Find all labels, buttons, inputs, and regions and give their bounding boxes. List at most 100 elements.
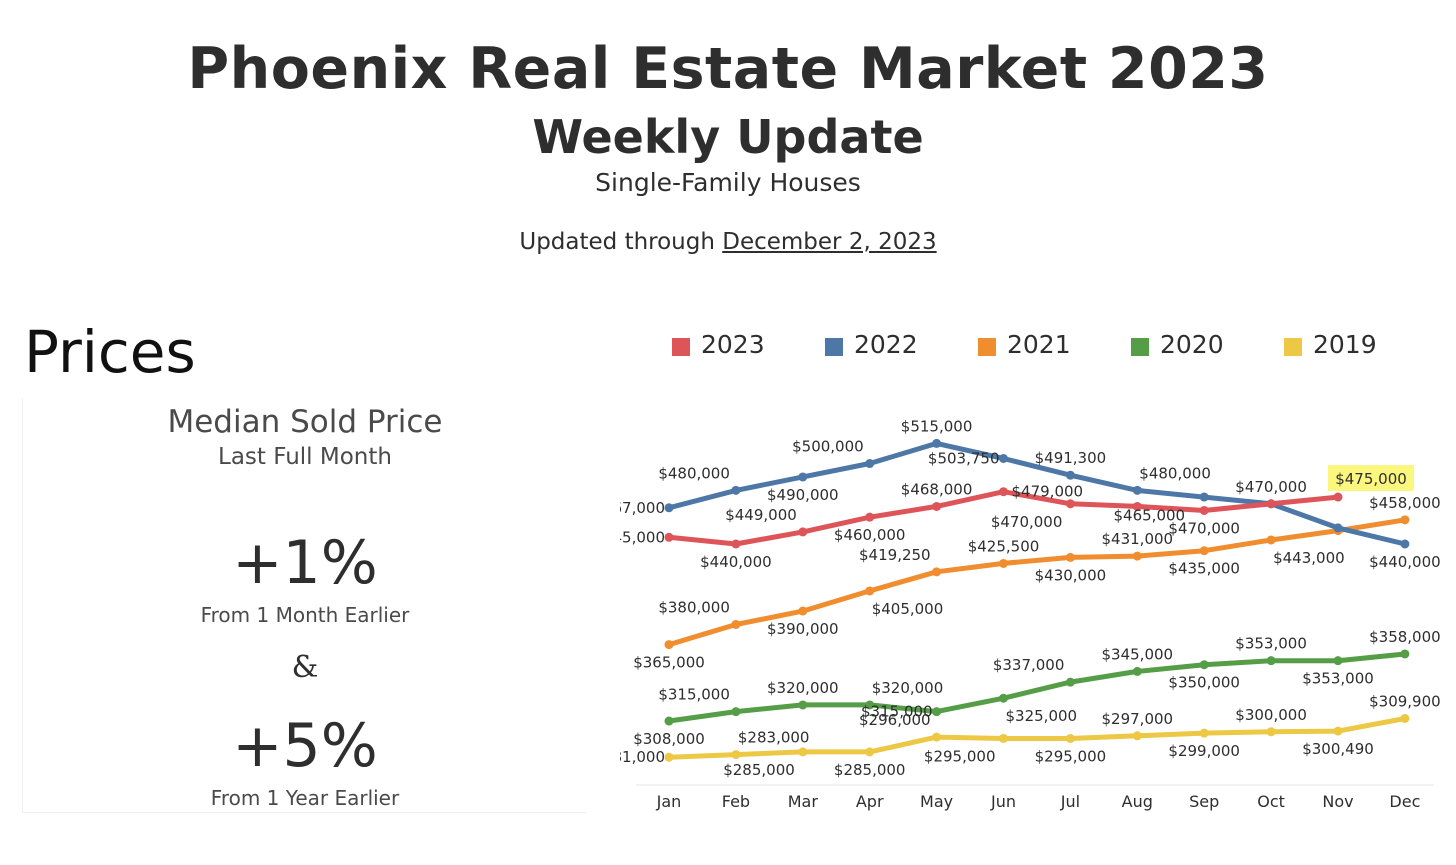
data-label-2023-jun: $479,000: [1012, 483, 1084, 501]
data-label-2022-feb: $480,000: [658, 464, 730, 482]
updated-date-link[interactable]: December 2, 2023: [722, 229, 937, 255]
point-2021-jul: [1065, 552, 1075, 562]
x-tick-label-jul: Jul: [1060, 792, 1080, 811]
point-2023-may: [932, 501, 942, 511]
point-2023-apr: [865, 512, 875, 522]
point-2023-aug: [1132, 501, 1142, 511]
x-tick-label-dec: Dec: [1389, 792, 1420, 811]
x-tick-label-oct: Oct: [1257, 792, 1285, 811]
point-2020-jun: [999, 693, 1008, 703]
data-label-2019-jan: $281,000: [620, 748, 665, 766]
kpi-subtitle: Last Full Month: [218, 444, 392, 470]
x-tick-label-jan: Jan: [656, 792, 682, 811]
point-2020-apr: [865, 700, 875, 710]
data-label-2023-sep: $470,000: [1168, 519, 1240, 537]
point-2021-aug: [1132, 551, 1142, 561]
kpi-title: Median Sold Price: [167, 404, 443, 440]
point-2019-dec: [1400, 713, 1410, 723]
point-2020-aug: [1132, 666, 1142, 676]
point-2022-aug: [1132, 485, 1142, 495]
point-2022-nov: [1333, 523, 1343, 533]
point-2019-aug: [1132, 731, 1142, 741]
point-2022-dec: [1400, 539, 1410, 549]
data-label-2021-jun: $425,500: [968, 537, 1040, 555]
data-label-2021-dec: $458,000: [1369, 494, 1441, 512]
data-label-2019-dec: $309,900: [1369, 692, 1441, 710]
point-2022-may: [932, 438, 942, 448]
data-label-2023-mar: $449,000: [725, 506, 797, 524]
point-2020-jan: [664, 716, 674, 726]
point-2023-mar: [798, 527, 808, 537]
data-label-2021-oct: $443,000: [1273, 549, 1345, 567]
point-2022-jan: [664, 503, 674, 513]
x-tick-label-aug: Aug: [1122, 792, 1153, 811]
data-label-2019-mar: $285,000: [723, 761, 795, 779]
property-type: Single-Family Houses: [595, 168, 861, 197]
page-subtitle: Weekly Update: [532, 110, 924, 164]
data-label-2020-mar: $320,000: [767, 679, 839, 697]
data-label-2023-apr: $460,000: [834, 526, 906, 544]
legend-swatch-2023: [672, 338, 690, 356]
point-2023-jun: [999, 487, 1008, 497]
price-line-chart: Jan Feb Mar Apr May Jun Jul Aug Sep Oct Nov Dec $445…: [620, 417, 1441, 811]
series-line-2019: [666, 716, 1408, 760]
data-label-2020-sep: $350,000: [1168, 674, 1240, 692]
point-2020-may: [932, 707, 942, 717]
data-label-2020-jul: $337,000: [993, 656, 1065, 674]
x-tick-label-mar: Mar: [788, 792, 819, 811]
data-label-2021-jul: $430,000: [1035, 566, 1107, 584]
data-label-2023-aug: $465,000: [1114, 506, 1186, 524]
kpi-panel: Median Sold Price Last Full Month +1% Fr…: [22, 398, 587, 813]
point-2019-jun: [999, 733, 1008, 743]
data-label-2019-jun: $295,000: [924, 747, 996, 765]
data-label-2021-jan: $365,000: [633, 654, 705, 672]
kpi-year-label: From 1 Year Earlier: [210, 786, 400, 810]
point-2023-nov: [1333, 492, 1343, 502]
data-label-2020-apr: $320,000: [872, 679, 944, 697]
point-2020-mar: [798, 700, 808, 710]
data-label-2022-mar: $490,000: [767, 486, 839, 504]
point-2019-nov: [1333, 726, 1343, 736]
data-label-2021-apr: $405,000: [872, 600, 944, 618]
data-label-2019-jul: $295,000: [1035, 747, 1107, 765]
point-2019-may: [932, 732, 942, 742]
point-2020-sep: [1199, 660, 1209, 670]
point-2020-feb: [731, 707, 741, 717]
data-label-2019-feb: $283,000: [738, 729, 810, 747]
point-2023-sep: [1199, 505, 1209, 515]
data-label-2023-jan: $445,000: [620, 528, 665, 546]
legend-label-2022: 2022: [854, 330, 918, 359]
data-label-2019-nov: $300,490: [1302, 740, 1374, 758]
point-2021-jan: [664, 640, 674, 650]
data-label-2023-may: $468,000: [901, 480, 973, 498]
data-label-2021-feb: $380,000: [658, 598, 730, 616]
series-line-2020: [666, 651, 1408, 724]
point-2023-feb: [731, 539, 741, 549]
point-2019-mar: [798, 747, 808, 757]
kpi-month-label: From 1 Month Earlier: [200, 603, 410, 627]
x-tick-label-sep: Sep: [1189, 792, 1219, 811]
legend-label-2020: 2020: [1160, 330, 1224, 359]
point-2023-jan: [664, 532, 674, 542]
data-label-2021-sep: $435,000: [1168, 560, 1240, 578]
legend-swatch-2020: [1131, 338, 1149, 356]
x-tick-label-may: May: [920, 792, 953, 811]
series-line-2022: [666, 440, 1408, 547]
data-label-2020-aug: $345,000: [1102, 645, 1174, 663]
data-label-2023-nov: $475,000: [1335, 470, 1407, 488]
point-2021-dec: [1400, 515, 1410, 525]
point-2022-feb: [731, 485, 741, 495]
data-label-2022-may: $515,000: [901, 417, 973, 435]
data-label-2022-jul: $491,300: [1035, 449, 1107, 467]
point-2022-apr: [865, 459, 875, 469]
page-title: Phoenix Real Estate Market 2023: [187, 36, 1269, 102]
x-tick-label-apr: Apr: [856, 792, 884, 811]
legend-label-2021: 2021: [1007, 330, 1071, 359]
point-2023-jul: [1065, 499, 1075, 509]
data-label-2020-oct: $353,000: [1235, 635, 1307, 653]
point-2022-jul: [1065, 470, 1075, 480]
data-label-2019-aug: $297,000: [1102, 710, 1174, 728]
data-label-2021-aug: $431,000: [1102, 530, 1174, 548]
data-label-2019-may: $296,000: [859, 711, 931, 729]
point-2021-jun: [999, 558, 1008, 568]
